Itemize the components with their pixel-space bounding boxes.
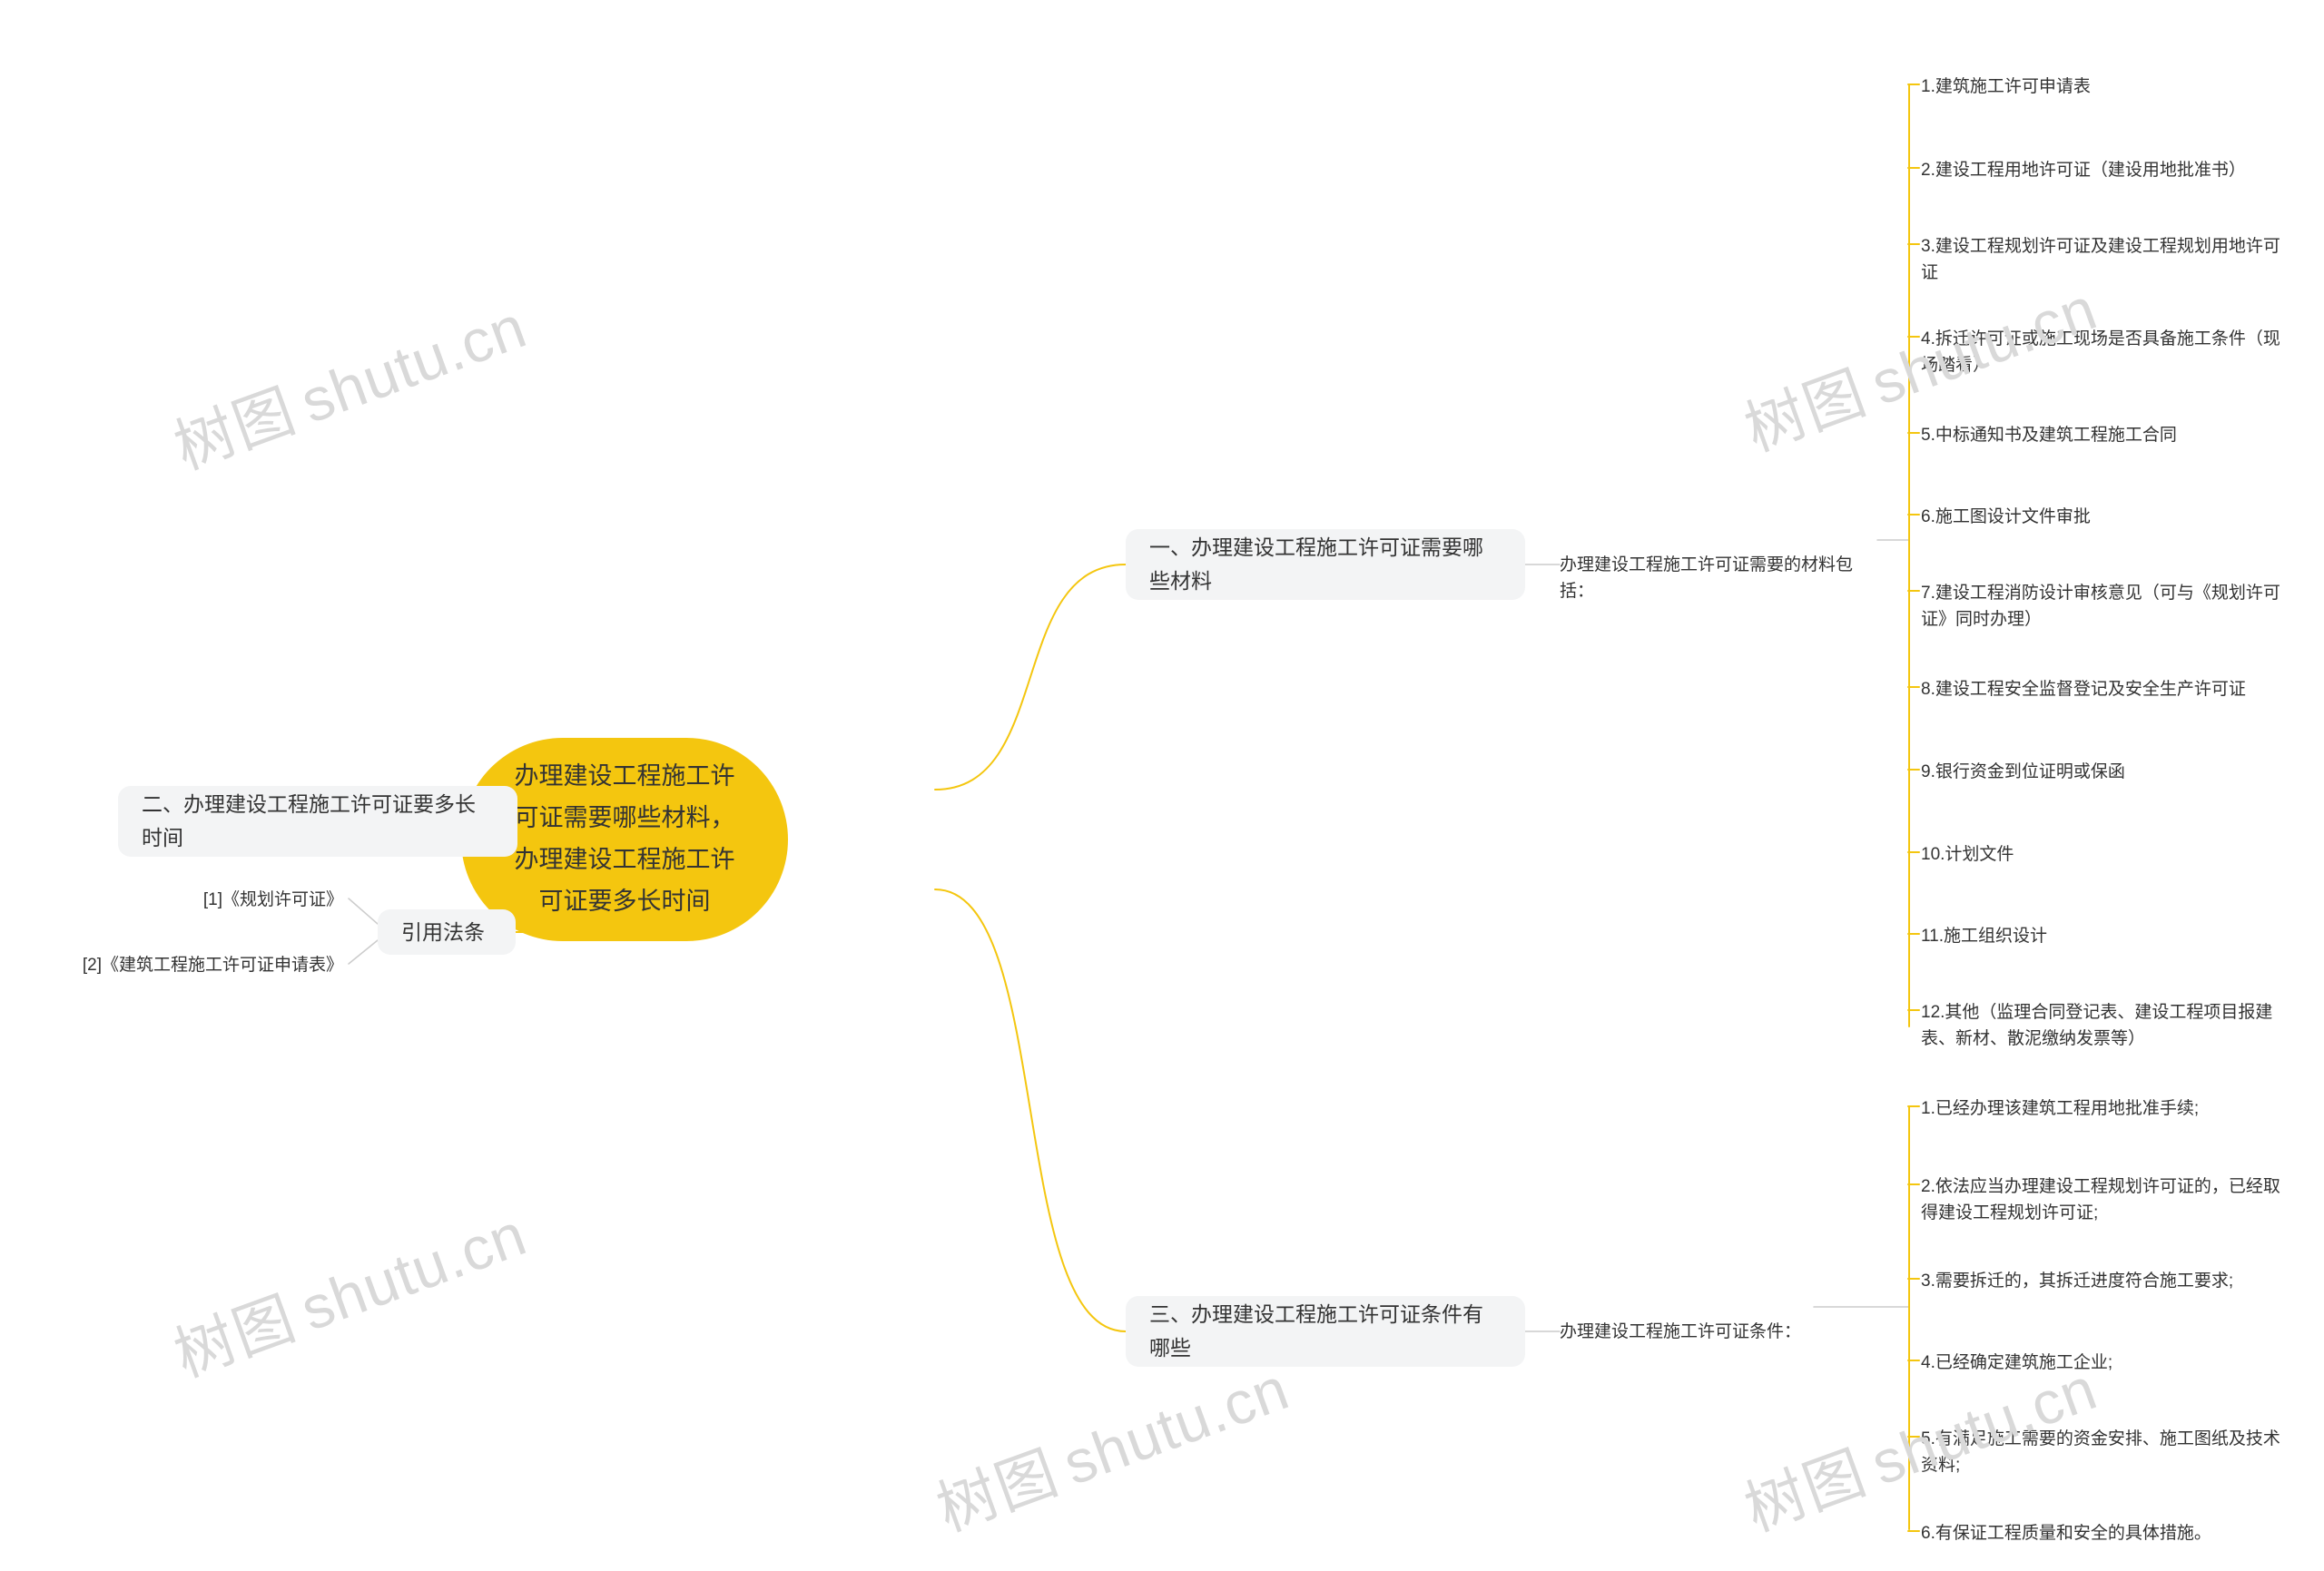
leaf-bracket <box>1908 1105 1910 1530</box>
leaf-text: 1.已经办理该建筑工程用地批准手续; <box>1921 1096 2199 1123</box>
branch-box[interactable]: 一、办理建设工程施工许可证需要哪些材料 <box>1126 529 1525 600</box>
leaf-text: 4.已经确定建筑施工企业; <box>1921 1350 2112 1377</box>
leaf-text: [1]《规划许可证》 <box>203 888 343 914</box>
leaf-item[interactable]: 2.依法应当办理建设工程规划许可证的，已经取得建设工程规划许可证; <box>1921 1174 2289 1226</box>
leaf-text: 6.施工图设计文件审批 <box>1921 505 2091 531</box>
leaf-bracket <box>1908 83 1910 1027</box>
branch-box[interactable]: 引用法条 <box>378 909 516 955</box>
watermark-text: 树图shutu.cn <box>161 1186 537 1394</box>
leaf-text: 8.建设工程安全监督登记及安全生产许可证 <box>1921 677 2246 703</box>
leaf-item[interactable]: 1.已经办理该建筑工程用地批准手续; <box>1921 1096 2289 1123</box>
leaf-item[interactable]: 9.银行资金到位证明或保函 <box>1921 760 2289 786</box>
leaf-text: 2.建设工程用地许可证（建设用地批准书） <box>1921 158 2246 184</box>
leaf-item[interactable]: 2.建设工程用地许可证（建设用地批准书） <box>1921 158 2289 184</box>
branch-label: 三、办理建设工程施工许可证条件有哪些 <box>1149 1298 1502 1365</box>
leaf-item[interactable]: 4.已经确定建筑施工企业; <box>1921 1350 2289 1377</box>
leaf-text: 2.依法应当办理建设工程规划许可证的，已经取得建设工程规划许可证; <box>1921 1174 2289 1226</box>
leaf-text: 12.其他（监理合同登记表、建设工程项目报建表、新材、散泥缴纳发票等） <box>1921 1000 2289 1052</box>
watermark-text: 树图shutu.cn <box>923 1340 1299 1548</box>
leaf-item[interactable]: 4.拆迁许可证或施工现场是否具备施工条件（现场踏看） <box>1921 327 2289 378</box>
leaf-item[interactable]: 5.有满足施工需要的资金安排、施工图纸及技术资料; <box>1921 1427 2289 1478</box>
leaf-text: 11.施工组织设计 <box>1921 924 2047 950</box>
leaf-text: 9.银行资金到位证明或保函 <box>1921 760 2125 786</box>
leaf-text: 5.有满足施工需要的资金安排、施工图纸及技术资料; <box>1921 1427 2289 1478</box>
leaf-item-left[interactable]: [1]《规划许可证》 <box>203 888 343 914</box>
leaf-item[interactable]: 12.其他（监理合同登记表、建设工程项目报建表、新材、散泥缴纳发票等） <box>1921 1000 2289 1052</box>
sub-text: 办理建设工程施工许可证条件： <box>1560 1320 1801 1346</box>
branch-label: 二、办理建设工程施工许可证要多长时间 <box>142 788 494 855</box>
branch-label: 一、办理建设工程施工许可证需要哪些材料 <box>1149 531 1502 598</box>
sub-text: 办理建设工程施工许可证需要的材料包括： <box>1560 553 1882 604</box>
leaf-text: 6.有保证工程质量和安全的具体措施。 <box>1921 1521 2211 1547</box>
branch-sub-label[interactable]: 办理建设工程施工许可证条件： <box>1560 1320 1814 1346</box>
leaf-item[interactable]: 10.计划文件 <box>1921 842 2289 869</box>
leaf-text: 3.建设工程规划许可证及建设工程规划用地许可证 <box>1921 234 2289 286</box>
leaf-text: 1.建筑施工许可申请表 <box>1921 74 2091 101</box>
leaf-text: 4.拆迁许可证或施工现场是否具备施工条件（现场踏看） <box>1921 327 2289 378</box>
leaf-item[interactable]: 1.建筑施工许可申请表 <box>1921 74 2289 101</box>
leaf-item[interactable]: 8.建设工程安全监督登记及安全生产许可证 <box>1921 677 2289 703</box>
branch-sub-label[interactable]: 办理建设工程施工许可证需要的材料包括： <box>1560 553 1882 604</box>
leaf-item[interactable]: 3.需要拆迁的，其拆迁进度符合施工要求; <box>1921 1269 2289 1295</box>
leaf-item[interactable]: 11.施工组织设计 <box>1921 924 2289 950</box>
branch-box[interactable]: 三、办理建设工程施工许可证条件有哪些 <box>1126 1296 1525 1367</box>
leaf-item[interactable]: 6.施工图设计文件审批 <box>1921 505 2289 531</box>
leaf-item[interactable]: 5.中标通知书及建筑工程施工合同 <box>1921 423 2289 449</box>
leaf-text: 5.中标通知书及建筑工程施工合同 <box>1921 423 2177 449</box>
leaf-item[interactable]: 7.建设工程消防设计审核意见（可与《规划许可证》同时办理） <box>1921 581 2289 633</box>
branch-label: 引用法条 <box>401 916 485 949</box>
leaf-text: 3.需要拆迁的，其拆迁进度符合施工要求; <box>1921 1269 2233 1295</box>
leaf-text: 7.建设工程消防设计审核意见（可与《规划许可证》同时办理） <box>1921 581 2289 633</box>
leaf-item[interactable]: 3.建设工程规划许可证及建设工程规划用地许可证 <box>1921 234 2289 286</box>
leaf-item[interactable]: 6.有保证工程质量和安全的具体措施。 <box>1921 1521 2289 1547</box>
root-label: 办理建设工程施工许可证需要哪些材料，办理建设工程施工许可证要多长时间 <box>503 756 746 923</box>
leaf-text: 10.计划文件 <box>1921 842 2014 869</box>
branch-box[interactable]: 二、办理建设工程施工许可证要多长时间 <box>118 786 517 857</box>
leaf-text: [2]《建筑工程施工许可证申请表》 <box>83 953 343 979</box>
watermark-text: 树图shutu.cn <box>161 279 537 486</box>
leaf-item-left[interactable]: [2]《建筑工程施工许可证申请表》 <box>83 953 343 979</box>
